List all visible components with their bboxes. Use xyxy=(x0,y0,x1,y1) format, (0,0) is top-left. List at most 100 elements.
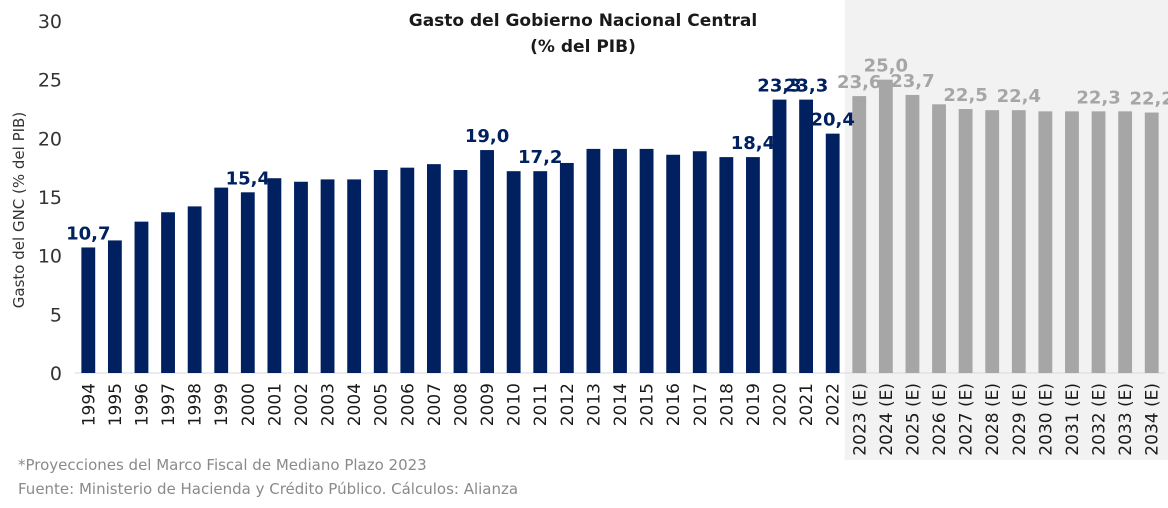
bar xyxy=(347,179,362,373)
x-tick-label: 1995 xyxy=(106,383,126,426)
x-tick-label: 2013 xyxy=(584,383,604,426)
y-tick-label: 5 xyxy=(50,304,62,326)
y-axis-label: Gasto del GNC (% del PIB) xyxy=(10,112,28,308)
x-tick-label: 2033 (E) xyxy=(1116,383,1136,456)
bar xyxy=(81,247,96,373)
bar xyxy=(320,179,335,373)
projection-note: *Proyecciones del Marco Fiscal de Median… xyxy=(18,456,427,474)
x-tick-label: 2004 xyxy=(345,383,365,426)
bar xyxy=(666,154,681,373)
x-tick-label: 2007 xyxy=(425,383,445,426)
y-tick-label: 25 xyxy=(38,70,62,92)
bar xyxy=(107,240,122,373)
x-tick-label: 2014 xyxy=(611,383,631,426)
x-tick-label: 2000 xyxy=(239,383,259,426)
data-label: 22,2 xyxy=(1129,89,1168,110)
bar xyxy=(878,79,893,374)
bar xyxy=(134,221,149,373)
bar xyxy=(533,171,548,373)
x-tick-label: 2032 (E) xyxy=(1090,383,1110,456)
x-tick-label: 2021 xyxy=(797,383,817,426)
bar xyxy=(958,109,973,373)
bar xyxy=(453,170,468,373)
x-tick-label: 1997 xyxy=(159,383,179,426)
x-tick-label: 2031 (E) xyxy=(1063,383,1083,456)
bar xyxy=(799,99,814,373)
bar xyxy=(214,187,229,373)
data-label: 23,7 xyxy=(890,71,934,92)
y-tick-label: 0 xyxy=(50,363,62,385)
bar xyxy=(267,178,282,373)
x-tick-label: 2027 (E) xyxy=(957,383,977,456)
bar xyxy=(240,192,255,373)
data-label: 23,3 xyxy=(757,76,801,97)
bar xyxy=(613,148,627,373)
bar xyxy=(932,104,946,373)
bar xyxy=(852,96,867,374)
bar xyxy=(1011,110,1026,373)
y-tick-label: 30 xyxy=(38,11,62,33)
bar xyxy=(772,99,787,373)
x-tick-label: 2020 xyxy=(771,383,791,426)
x-tick-label: 2019 xyxy=(744,383,764,426)
bars xyxy=(81,79,1159,374)
x-tick-label: 2028 (E) xyxy=(983,383,1003,456)
y-tick-label: 15 xyxy=(38,187,62,209)
bar xyxy=(559,162,574,373)
projection-background xyxy=(844,0,1168,460)
x-tick-label: 1999 xyxy=(212,383,232,426)
x-axis-ticks: 1994 1995 1996 1997 1998 1999 2000 2001 2002 2003… xyxy=(79,383,1162,456)
bar xyxy=(586,148,601,373)
x-tick-label: 2022 xyxy=(824,383,844,426)
data-label: 25,0 xyxy=(864,56,908,77)
data-label: 22,5 xyxy=(943,85,987,106)
bar xyxy=(1144,112,1159,374)
bar xyxy=(692,151,707,373)
data-label: 22,3 xyxy=(1076,87,1120,108)
bar xyxy=(719,157,734,373)
bar xyxy=(905,94,920,374)
bar xyxy=(639,148,654,373)
x-tick-label: 2001 xyxy=(265,383,285,426)
x-tick-label: 1996 xyxy=(132,383,152,426)
bar xyxy=(373,170,388,373)
x-tick-label: 2026 (E) xyxy=(930,383,950,456)
data-labels: 10,7 15,4 19,0 17,2 18,4 23,323,3 20,4 23,625,0… xyxy=(66,56,1168,245)
x-tick-label: 2011 xyxy=(531,383,551,426)
data-label: 10,7 xyxy=(66,223,110,244)
data-label: 17,2 xyxy=(518,147,562,168)
x-tick-label: 2030 (E) xyxy=(1036,383,1056,456)
bar xyxy=(1091,111,1106,373)
y-tick-label: 10 xyxy=(38,246,62,268)
chart-subtitle: (% del PIB) xyxy=(530,37,636,57)
x-tick-label: 1998 xyxy=(186,383,206,426)
bar xyxy=(480,150,494,373)
x-tick-label: 2018 xyxy=(717,383,737,426)
x-tick-label: 2010 xyxy=(505,383,525,426)
x-tick-label: 2023 (E) xyxy=(850,383,870,456)
x-tick-label: 2029 (E) xyxy=(1010,383,1030,456)
x-tick-label: 2017 xyxy=(691,383,711,426)
x-tick-label: 2005 xyxy=(372,383,392,426)
x-tick-label: 2012 xyxy=(558,383,578,426)
bar xyxy=(187,206,202,373)
bar xyxy=(161,212,175,373)
bar xyxy=(825,133,840,373)
source-note: Fuente: Ministerio de Hacienda y Crédito… xyxy=(18,480,519,498)
bar xyxy=(506,171,521,373)
data-label: 22,4 xyxy=(997,86,1041,107)
data-label: 19,0 xyxy=(465,126,509,147)
bar xyxy=(400,167,415,373)
data-label: 23,3 xyxy=(784,76,828,97)
y-tick-label: 20 xyxy=(38,128,62,150)
x-tick-label: 2034 (E) xyxy=(1143,383,1163,456)
bar xyxy=(1065,111,1079,373)
x-tick-label: 2009 xyxy=(478,383,498,426)
data-label: 18,4 xyxy=(731,133,775,154)
x-tick-label: 2008 xyxy=(451,383,471,426)
y-axis-ticks: 0 5 10 15 20 25 30 xyxy=(38,11,62,385)
bar xyxy=(985,110,1000,373)
data-label: 15,4 xyxy=(226,168,270,189)
x-tick-label: 2002 xyxy=(292,383,312,426)
